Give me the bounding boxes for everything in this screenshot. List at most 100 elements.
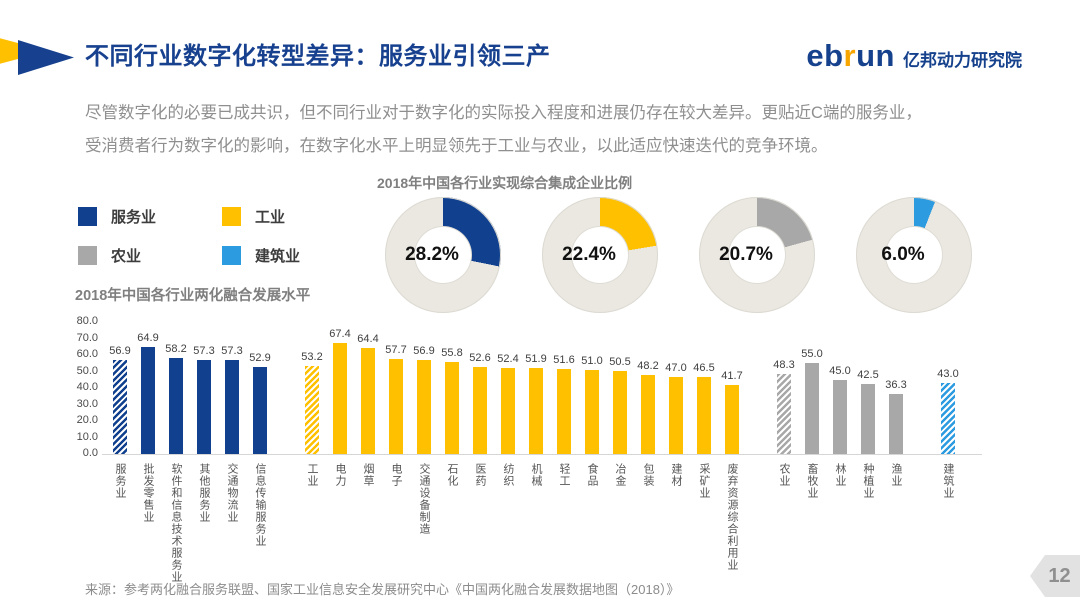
bar-value-label: 55.8 xyxy=(441,346,463,359)
legend-label-services: 服务业 xyxy=(111,209,157,226)
bar-slot: 48.2 xyxy=(634,322,662,454)
bar-slot: 47.0 xyxy=(662,322,690,454)
bar-category-label: 交通物流业 xyxy=(226,463,238,523)
bar-label-slot: 种植业 xyxy=(854,463,882,499)
bar-软件和信息技术服务业 xyxy=(169,358,183,454)
bar-category-label: 其他服务业 xyxy=(198,463,210,523)
donut-chart-title: 2018年中国各行业实现综合集成企业比例 xyxy=(377,175,633,191)
bar-category-label: 轻工 xyxy=(558,463,570,487)
bar-label-slot: 电力 xyxy=(326,463,354,487)
bar-label-slot: 食品 xyxy=(578,463,606,487)
bar-label-slot: 信息传输服务业 xyxy=(246,463,274,547)
legend-label-construction: 建筑业 xyxy=(255,248,301,265)
bar-category-label: 交通设备制造 xyxy=(418,463,430,535)
bar-冶金 xyxy=(613,370,627,454)
bar-category-label: 电力 xyxy=(334,463,346,487)
bar-value-label: 64.4 xyxy=(357,332,379,345)
bar-label-slot: 交通物流业 xyxy=(218,463,246,523)
bar-category-label: 冶金 xyxy=(614,463,626,487)
donut-hole xyxy=(729,227,785,283)
bar-value-label: 52.6 xyxy=(469,352,491,365)
bar-机械 xyxy=(529,368,543,454)
y-axis-tick-label: 0.0 xyxy=(82,447,98,459)
bar-chart: 80.0 70.0 60.0 50.0 40.0 30.0 20.0 10.0 0.0 56.9… xyxy=(62,315,1022,602)
bar-category-label: 机械 xyxy=(530,463,542,487)
intro-line-2: 受消费者行为数字化的影响，在数字化水平上明显领先于工业与农业，以此适应快速迭代的… xyxy=(85,137,828,155)
bar-包装 xyxy=(641,374,655,454)
donut-chart-农业: 20.7% xyxy=(699,197,815,313)
donut-percentage-label: 28.2% xyxy=(405,244,459,265)
bar-value-label: 48.2 xyxy=(637,359,659,372)
bar-category-label: 烟草 xyxy=(362,463,374,487)
bar-value-label: 41.7 xyxy=(721,370,743,383)
bar-value-label: 48.3 xyxy=(773,359,795,372)
bar-电子 xyxy=(389,358,403,454)
ebrun-logo: ebrun 亿邦动力研究院 xyxy=(806,38,1022,74)
legend-item-construction: 建筑业 xyxy=(222,245,366,266)
bar-slot: 64.4 xyxy=(354,322,382,454)
y-axis-tick-label: 30.0 xyxy=(76,397,98,410)
donut-hole xyxy=(572,227,628,283)
legend-label-agriculture: 农业 xyxy=(111,248,142,265)
bar-label-slot: 轻工 xyxy=(550,463,578,487)
donut-percentage-label: 6.0% xyxy=(881,244,925,265)
ebrun-wordmark: ebrun xyxy=(806,38,895,73)
bar-label-slot: 农业 xyxy=(770,463,798,487)
page-number: 12 xyxy=(1048,564,1071,587)
y-axis-tick-label: 10.0 xyxy=(76,430,98,443)
legend-swatch-services xyxy=(78,207,97,226)
bar-value-label: 57.7 xyxy=(385,343,407,356)
bar-category-label: 电子 xyxy=(390,463,402,487)
legend-item-services: 服务业 xyxy=(78,206,222,227)
bar-chart-x-axis-line xyxy=(102,454,982,455)
bar-category-label: 采矿业 xyxy=(698,463,710,499)
bar-医药 xyxy=(473,367,487,454)
bar-农业 xyxy=(777,374,791,454)
bar-林业 xyxy=(833,379,847,454)
legend-swatch-agriculture xyxy=(78,246,97,265)
bar-服务业 xyxy=(113,360,127,454)
bar-label-slot: 废弃资源综合利用业 xyxy=(718,463,746,571)
y-axis-tick-label: 50.0 xyxy=(76,364,98,377)
bar-label-slot: 冶金 xyxy=(606,463,634,487)
legend: 服务业 工业 农业 建筑业 xyxy=(78,206,366,284)
bar-交通设备制造 xyxy=(417,360,431,454)
donut-chart-工业: 22.4% xyxy=(542,197,658,313)
donut-row: 28.2% 22.4% 20.7% 6.0% xyxy=(385,197,972,313)
bar-label-slot: 林业 xyxy=(826,463,854,487)
bar-category-label: 食品 xyxy=(586,463,598,487)
intro-paragraph: 尽管数字化的必要已成共识，但不同行业对于数字化的实际投入程度和进展仍存在较大差异… xyxy=(85,97,1020,163)
bar-label-slot: 纺织 xyxy=(494,463,522,487)
bar-烟草 xyxy=(361,347,375,454)
bar-label-slot: 交通设备制造 xyxy=(410,463,438,535)
bar-slot: 57.7 xyxy=(382,322,410,454)
bar-chart-y-axis: 80.0 70.0 60.0 50.0 40.0 30.0 20.0 10.0 0.0 xyxy=(62,315,98,459)
bar-value-label: 43.0 xyxy=(937,368,959,380)
bar-value-label: 50.5 xyxy=(609,355,631,368)
bar-value-label: 58.2 xyxy=(165,343,187,355)
bar-种植业 xyxy=(861,383,875,454)
bar-category-label: 石化 xyxy=(446,463,458,487)
y-axis-tick-label: 20.0 xyxy=(76,414,98,426)
bar-category-label: 工业 xyxy=(306,463,318,487)
bar-建筑业 xyxy=(941,383,955,454)
bar-label-slot: 采矿业 xyxy=(690,463,718,499)
bar-slot: 43.0 xyxy=(934,322,962,454)
bar-slot: 46.5 xyxy=(690,322,718,454)
bar-label-slot: 工业 xyxy=(298,463,326,487)
bar-category-label: 建材 xyxy=(670,463,682,487)
bar-category-label: 建筑业 xyxy=(942,463,954,499)
bar-slot: 56.9 xyxy=(106,322,134,454)
bar-slot: 51.6 xyxy=(550,322,578,454)
legend-item-industry: 工业 xyxy=(222,206,366,227)
bar-slot: 64.9 xyxy=(134,322,162,454)
bar-label-slot: 电子 xyxy=(382,463,410,487)
bar-电力 xyxy=(333,342,347,454)
bar-slot: 56.9 xyxy=(410,322,438,454)
bar-交通物流业 xyxy=(225,359,239,454)
title-arrow-blue-icon xyxy=(18,40,74,75)
bar-label-slot: 石化 xyxy=(438,463,466,487)
bar-category-label: 服务业 xyxy=(114,463,126,499)
bar-slot: 52.9 xyxy=(246,322,274,454)
bar-slot: 53.2 xyxy=(298,322,326,454)
